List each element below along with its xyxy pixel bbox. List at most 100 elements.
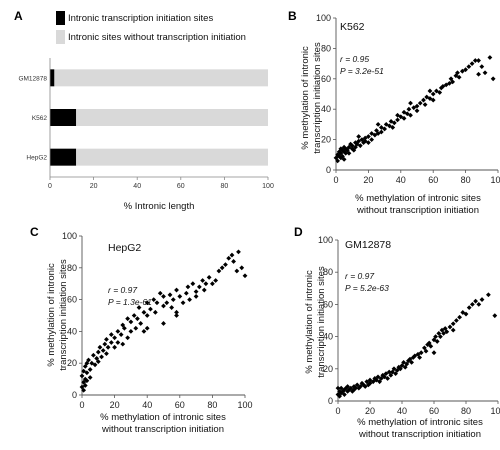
c-data-point [190,281,196,287]
c-data-point [170,297,176,302]
c-data-point [81,379,87,385]
d-data-point [447,324,453,330]
d-data-point [367,380,373,386]
c-data-point [161,303,166,309]
d-data-point [479,297,485,302]
b-y-tick-label: 20 [321,135,331,145]
a-x-tick-label: 60 [177,183,185,190]
b-x-label-line1: % methylation of intronic sites [355,193,481,204]
b-y-tick-label: 0 [326,165,331,175]
c-data-point [125,335,131,341]
b-y-label-line1: % methylation of intronic [300,46,311,150]
d-data-point [338,385,344,391]
c-y-tick-label: 40 [67,326,77,336]
c-data-point [120,341,126,347]
b-axes: 00 20 20 40 40 60 60 80 80 100 100 [316,13,500,185]
d-data-point [444,329,450,335]
c-data-point [239,265,245,271]
b-data-point [476,58,481,63]
b-data-point [456,74,462,80]
b-y-label-line2: transcription initiation sites [312,42,323,154]
d-data-point [362,384,368,389]
d-scatter-points [335,292,498,399]
c-data-point [242,273,248,279]
bar-chart-a: GM12878 K562 HepG2 [18,69,268,166]
d-x-tick-label: 80 [461,406,471,416]
b-data-point [430,97,436,103]
c-data-point [144,325,150,331]
d-data-point [377,379,382,385]
d-data-point [399,363,405,368]
b-x-tick-label: 100 [490,175,500,185]
d-x-tick-label: 0 [335,406,340,416]
d-data-point [374,377,379,383]
b-data-point [453,73,459,79]
c-data-point [144,300,150,306]
c-data-point [120,322,126,328]
c-data-point [133,325,139,331]
c-data-point [203,281,209,287]
d-data-point [370,379,376,385]
bar-k562-series-1 [76,109,268,126]
c-data-point [79,373,85,379]
panel-d: D GM12878 r = 0.97 P = 5.2e-63 % methyla… [294,225,500,440]
c-data-point [216,268,222,274]
d-data-point [450,321,456,327]
d-y-tick-label: 20 [323,364,333,374]
b-data-point [427,88,433,94]
c-y-label-line2: transcription initiation sites [58,259,69,371]
a-x-tick-label: 20 [90,183,98,190]
c-data-point [177,294,183,299]
d-data-point [423,348,429,354]
c-data-point [174,287,179,293]
d-data-point [391,366,397,372]
b-data-point [479,64,485,70]
c-data-point [164,300,170,306]
c-data-point [193,289,199,295]
c-x-tick-label: 80 [207,400,217,410]
b-data-point [391,120,397,126]
d-data-point [390,369,395,375]
c-data-point [234,268,240,274]
c-data-point [180,300,186,306]
d-data-point [351,387,357,393]
legend-swatch-no-initiation [56,30,65,44]
d-data-point [393,371,398,377]
bar-hepg2-series-1 [76,148,268,166]
c-data-point [201,287,207,293]
d-data-point [367,377,373,383]
c-data-point [169,305,175,310]
c-data-point [131,313,137,318]
b-data-point [422,102,428,108]
d-data-point [476,302,482,307]
d-data-point [364,379,370,385]
b-data-point [395,117,400,123]
d-data-point [431,337,437,343]
c-data-point [91,352,96,358]
b-y-tick-label: 60 [321,74,331,84]
d-data-point [450,327,456,333]
d-data-point [486,292,491,298]
d-data-point [396,364,402,370]
d-data-point [375,374,381,380]
c-y-label-line1: % methylation of intronic [46,263,57,367]
d-data-point [457,314,462,320]
b-data-point [408,100,413,106]
d-data-point [398,366,403,372]
b-data-point [469,61,475,66]
d-data-point [407,356,413,362]
d-data-point [343,385,349,391]
category-label-hepg2: HepG2 [26,155,47,162]
b-data-point [356,134,362,139]
b-data-point [490,76,496,82]
a-x-label: % Intronic length [124,201,195,212]
c-data-point [118,332,124,337]
c-x-tick-label: 40 [142,400,152,410]
b-cell-line-label: K562 [340,21,365,33]
bar-hepg2-series-0 [50,148,77,166]
c-data-point [152,309,158,315]
panel-b: B K562 r = 0.95 P = 3.2e-51 % methylatio… [288,9,500,216]
c-data-point [104,351,109,357]
c-data-point [125,316,131,322]
c-data-point [84,370,90,376]
